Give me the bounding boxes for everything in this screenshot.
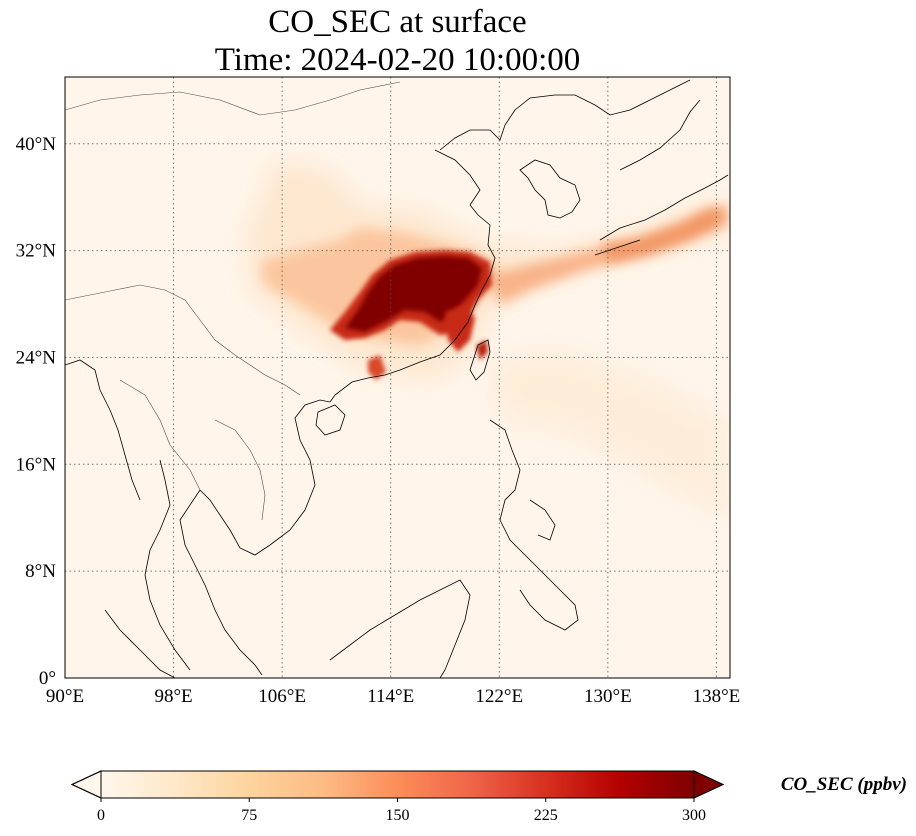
lat-tick-labels: 0° 8°N 16°N 24°N 32°N 40°N [16, 134, 57, 689]
colorbar-ticks: 0 75 150 225 300 [97, 798, 706, 824]
plume-japan [600, 208, 725, 262]
colorbar-label: CO_SEC (ppbv) [781, 774, 907, 795]
lat-tick-label: 40°N [16, 134, 57, 155]
colorbar-tick-label: 225 [534, 807, 558, 824]
lat-tick-label: 32°N [16, 241, 57, 262]
lon-tick-label: 90°E [46, 686, 84, 707]
lon-tick-label: 130°E [584, 686, 632, 707]
map-panel [64, 76, 731, 679]
lat-tick-label: 8°N [25, 561, 56, 582]
lon-tick-labels: 90°E 98°E 106°E 114°E 122°E 130°E 138°E [46, 686, 740, 707]
colorbar-gradient [101, 771, 694, 798]
plume-ocean [490, 350, 728, 520]
colorbar-extend-min [70, 770, 102, 799]
plot-title-line1: CO_SEC at surface [268, 4, 527, 40]
lon-tick-label: 98°E [154, 686, 192, 707]
lat-tick-label: 16°N [16, 454, 57, 475]
plume-taiwan [476, 340, 488, 360]
colorbar-tick-label: 75 [241, 807, 257, 824]
gridlines [65, 77, 730, 678]
colorbar-extend-max [693, 770, 725, 799]
lon-tick-label: 106°E [258, 686, 306, 707]
plot-title-line2: Time: 2024-02-20 10:00:00 [214, 42, 581, 78]
coastlines [65, 79, 729, 678]
colorbar-tick-label: 0 [97, 807, 105, 824]
map-frame [64, 76, 731, 679]
colorbar-tick-label: 150 [386, 807, 410, 824]
lon-tick-label: 122°E [475, 686, 523, 707]
lat-tick-label: 0° [39, 668, 56, 689]
plume-coast-hotspot [445, 305, 475, 352]
country-borders [65, 81, 401, 521]
plume-south-hotspot [368, 355, 386, 380]
lon-tick-label: 138°E [693, 686, 741, 707]
concentration-field [245, 160, 728, 520]
lat-tick-label: 24°N [16, 347, 57, 368]
lon-tick-label: 114°E [367, 686, 414, 707]
colorbar: 0 75 150 225 300 CO_SEC (ppbv) [70, 770, 907, 824]
colorbar-tick-label: 300 [682, 807, 706, 824]
